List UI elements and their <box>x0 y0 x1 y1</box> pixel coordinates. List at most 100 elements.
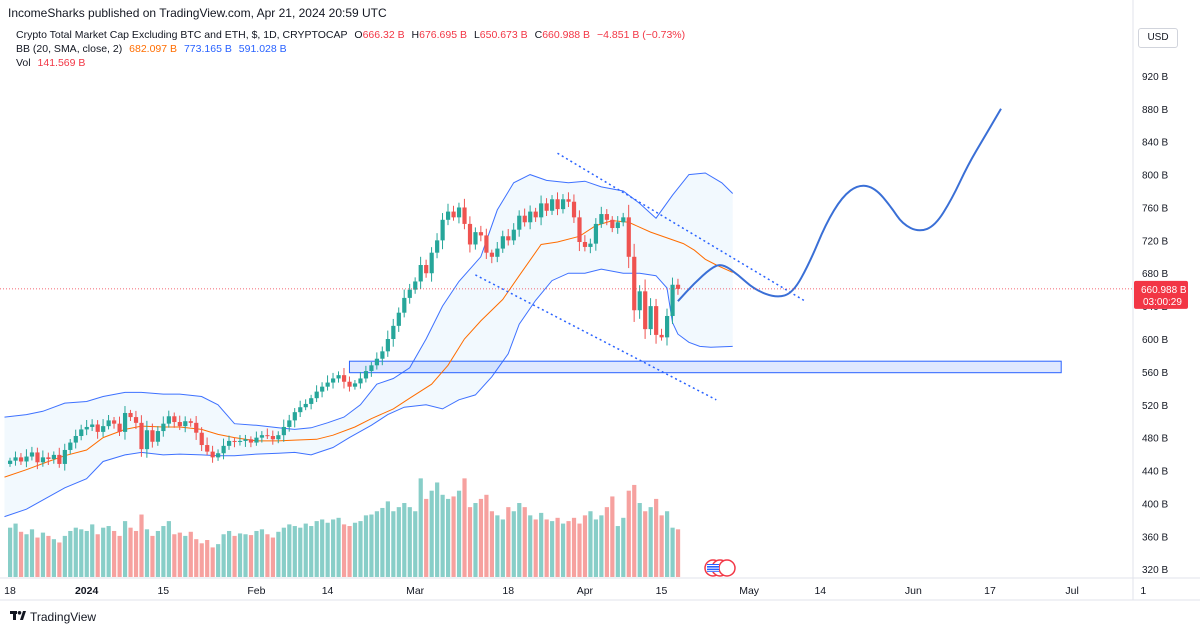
candle-body <box>588 243 593 247</box>
volume-bar <box>341 524 347 577</box>
volume-bar <box>539 512 544 577</box>
volume-bar <box>582 515 588 577</box>
candle-body <box>654 306 659 335</box>
candle-body <box>265 435 270 437</box>
volume-bar <box>237 533 243 577</box>
candle-body <box>40 457 46 463</box>
volume-bar <box>402 503 407 577</box>
bb-band-fill <box>4 173 733 517</box>
volume-bar <box>24 534 29 577</box>
volume-bar <box>68 530 73 577</box>
volume-bar <box>643 511 648 577</box>
vol-legend[interactable]: Vol 141.569 B <box>16 57 89 69</box>
volume-bar <box>577 523 582 577</box>
candle-body <box>396 312 401 326</box>
candle-body <box>626 217 631 257</box>
volume-bar <box>462 478 467 577</box>
candle-body <box>615 222 620 229</box>
candle-body <box>57 454 62 464</box>
x-tick-label: 18 <box>4 585 16 597</box>
candle-body <box>205 445 210 452</box>
candle-body <box>358 378 363 384</box>
y-tick-label: 560 B <box>1142 368 1168 379</box>
volume-bar <box>517 503 522 577</box>
volume-bar <box>648 507 653 577</box>
volume-bar <box>29 529 35 577</box>
candle-body <box>210 451 215 458</box>
volume-bar <box>413 511 418 577</box>
bb-legend[interactable]: BB (20, SMA, close, 2) 682.097 B 773.165… <box>16 43 291 55</box>
x-tick-label: Mar <box>406 585 425 597</box>
x-tick-label: 1 <box>1140 585 1146 597</box>
y-tick-label: 800 B <box>1142 171 1168 182</box>
candle-body <box>68 442 73 450</box>
candle-body <box>374 358 380 366</box>
candle-body <box>544 203 549 211</box>
candle-body <box>621 217 626 223</box>
bb-label: BB (20, SMA, close, 2) <box>16 43 123 55</box>
candle-body <box>139 422 144 450</box>
low-value: 650.673 B <box>479 29 528 41</box>
candle-body <box>435 240 440 253</box>
candle-body <box>440 219 445 241</box>
x-tick-label: Jun <box>905 585 922 597</box>
candle-body <box>8 460 13 464</box>
volume-bar <box>331 519 336 577</box>
candle-body <box>243 439 248 441</box>
candle-body <box>336 375 341 379</box>
footer-brand[interactable]: TradingView <box>10 610 96 624</box>
candle-body <box>566 199 571 202</box>
volume-bar <box>112 530 117 577</box>
volume-bar <box>221 534 226 577</box>
volume-bar <box>57 542 62 577</box>
candle-body <box>24 456 29 462</box>
currency-button[interactable]: USD <box>1138 28 1178 48</box>
volume-bar <box>588 511 593 577</box>
volume-bar <box>473 503 478 577</box>
volume-bar <box>265 534 270 577</box>
volume-bar <box>593 519 599 577</box>
candle-body <box>281 426 286 436</box>
y-tick-label: 600 B <box>1142 335 1168 346</box>
candle-body <box>248 439 254 443</box>
volume-bar <box>270 537 275 577</box>
bb-basis-value: 682.097 B <box>129 43 178 55</box>
candle-body <box>352 383 358 387</box>
volume-bar <box>358 521 363 577</box>
candle-body <box>292 412 297 421</box>
volume-bar <box>533 519 538 577</box>
candle-body <box>632 256 637 311</box>
candle-body <box>495 248 500 257</box>
volume-bar <box>665 511 670 577</box>
candle-body <box>473 232 478 245</box>
candle-body <box>303 403 308 408</box>
volume-bar <box>276 531 281 577</box>
y-tick-label: 520 B <box>1142 401 1168 412</box>
volume-bar <box>659 515 664 577</box>
volume-bar <box>106 526 111 577</box>
symbol-title[interactable]: Crypto Total Market Cap Excluding BTC an… <box>16 29 348 41</box>
event-flag-icon <box>718 559 736 577</box>
volume-bar <box>495 515 500 577</box>
volume-bar <box>13 523 18 577</box>
candle-body <box>13 457 18 461</box>
candle-body <box>51 454 56 460</box>
volume-bar <box>385 501 390 577</box>
candle-body <box>665 315 670 338</box>
us-flag-stripe <box>707 567 719 569</box>
volume-bar <box>144 529 150 577</box>
candle-body <box>309 398 314 404</box>
volume-bar <box>451 496 456 577</box>
volume-bar <box>440 494 445 577</box>
candle-body <box>571 201 577 218</box>
low-label: L <box>473 29 480 41</box>
candle-body <box>133 417 139 423</box>
candle-body <box>95 424 100 432</box>
candle-body <box>659 334 664 338</box>
volume-bar <box>621 517 626 577</box>
volume-bar <box>183 535 188 577</box>
candle-body <box>517 215 522 230</box>
published-header: IncomeSharks published on TradingView.co… <box>8 6 387 20</box>
volume-bar <box>544 519 549 577</box>
